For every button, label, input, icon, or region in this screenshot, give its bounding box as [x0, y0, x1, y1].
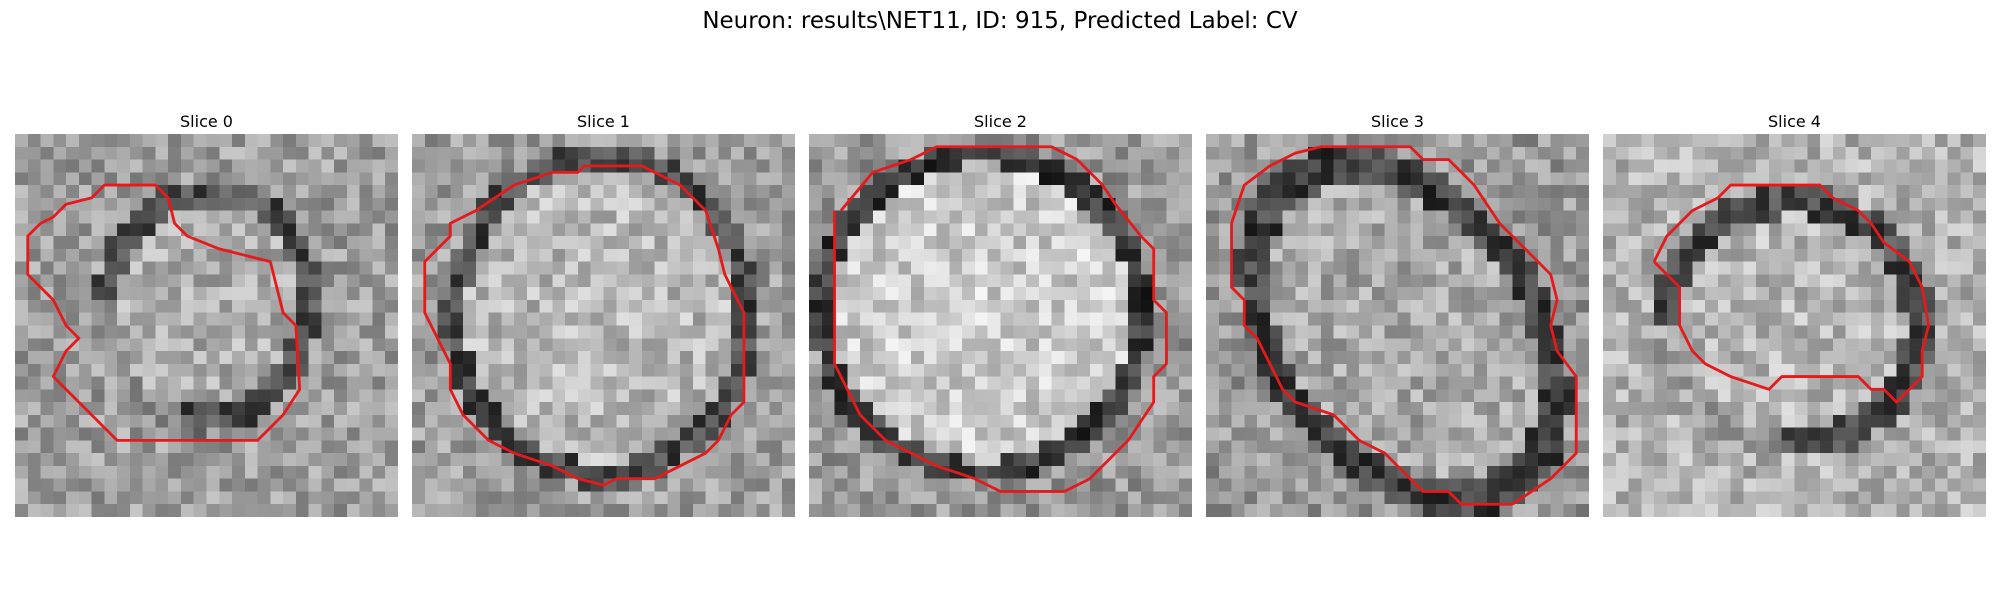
segmentation-contour	[1652, 183, 1930, 404]
segmentation-contour	[833, 145, 1168, 493]
panel-title: Slice 1	[577, 112, 630, 131]
slice-0-image	[15, 134, 398, 517]
segmentation-contour	[423, 164, 746, 487]
segmentation-contour	[1230, 145, 1578, 506]
panel-title: Slice 4	[1768, 112, 1821, 131]
panel-slice-2: Slice 2	[809, 110, 1192, 517]
panel-title: Slice 3	[1371, 112, 1424, 131]
panel-slice-4: Slice 4	[1603, 110, 1986, 517]
slice-4-image	[1603, 134, 1986, 517]
slice-2-image	[809, 134, 1192, 517]
slice-3-image	[1206, 134, 1589, 517]
slice-1-image	[412, 134, 795, 517]
figure-title: Neuron: results\NET11, ID: 915, Predicte…	[702, 8, 1298, 34]
panel-slice-0: Slice 0	[15, 110, 398, 517]
segmentation-contour	[26, 183, 302, 442]
panel-slice-3: Slice 3	[1206, 110, 1589, 517]
panel-title: Slice 2	[974, 112, 1027, 131]
panel-title: Slice 0	[180, 112, 233, 131]
panel-slice-1: Slice 1	[412, 110, 795, 517]
